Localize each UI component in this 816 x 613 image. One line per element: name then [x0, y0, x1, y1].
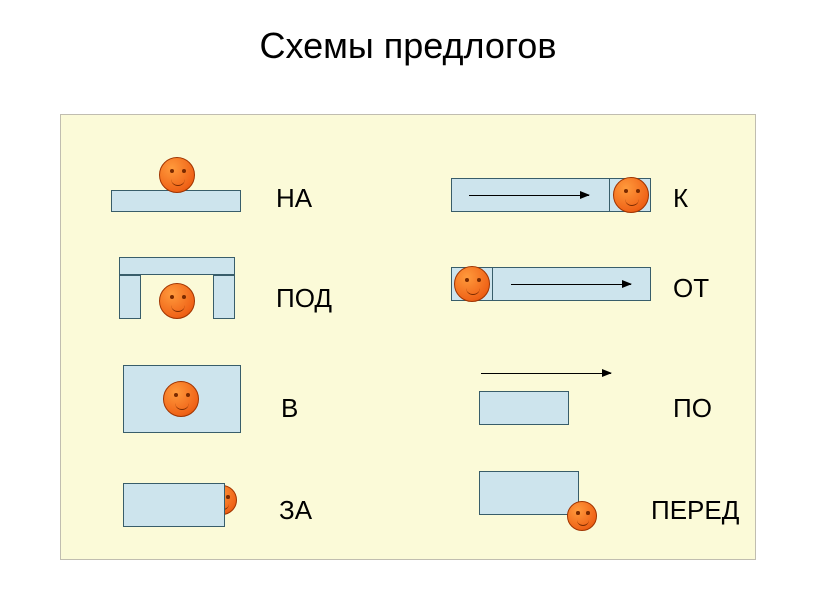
smiley-ot: [454, 266, 490, 302]
table-leg-right: [213, 275, 235, 319]
label-po: ПО: [673, 393, 712, 424]
arrow-k: [469, 195, 589, 196]
arrow-po: [481, 373, 611, 374]
bar-na: [111, 190, 241, 212]
cell-k: К: [451, 135, 781, 235]
label-ot: ОТ: [673, 273, 709, 304]
cell-za: ЗА: [101, 465, 431, 565]
cell-v: В: [101, 355, 431, 455]
box-pered: [479, 471, 579, 515]
cell-pered: ПЕРЕД: [451, 465, 781, 565]
label-pered: ПЕРЕД: [651, 495, 739, 526]
cell-po: ПО: [451, 355, 781, 455]
label-k: К: [673, 183, 688, 214]
label-na: НА: [276, 183, 312, 214]
smiley-v: [163, 381, 199, 417]
table-leg-left: [119, 275, 141, 319]
label-pod: ПОД: [276, 283, 332, 314]
smiley-na: [159, 157, 195, 193]
cell-na: НА: [101, 135, 431, 235]
diagram-panel: НА ПОД В ЗА К ОТ ПО: [60, 114, 756, 560]
cell-pod: ПОД: [101, 243, 431, 343]
smiley-pered: [567, 501, 597, 531]
smiley-k: [613, 177, 649, 213]
arrow-ot: [511, 284, 631, 285]
smiley-pod: [159, 283, 195, 319]
page-title: Схемы предлогов: [0, 25, 816, 67]
table-top: [119, 257, 235, 275]
label-v: В: [281, 393, 298, 424]
box-po: [479, 391, 569, 425]
cell-ot: ОТ: [451, 243, 781, 343]
box-za: [123, 483, 225, 527]
label-za: ЗА: [279, 495, 312, 526]
